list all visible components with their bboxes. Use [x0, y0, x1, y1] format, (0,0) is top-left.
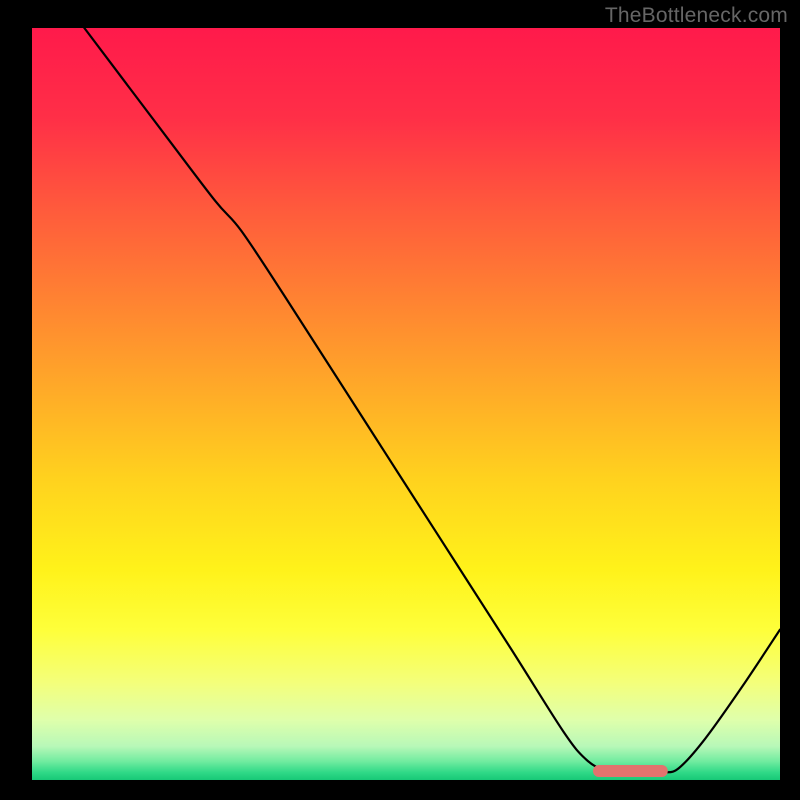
chart-container: TheBottleneck.com — [0, 0, 800, 800]
optimum-range-marker — [593, 765, 668, 777]
marker-layer — [32, 28, 780, 780]
plot-area — [32, 28, 780, 780]
watermark-text: TheBottleneck.com — [605, 4, 788, 28]
